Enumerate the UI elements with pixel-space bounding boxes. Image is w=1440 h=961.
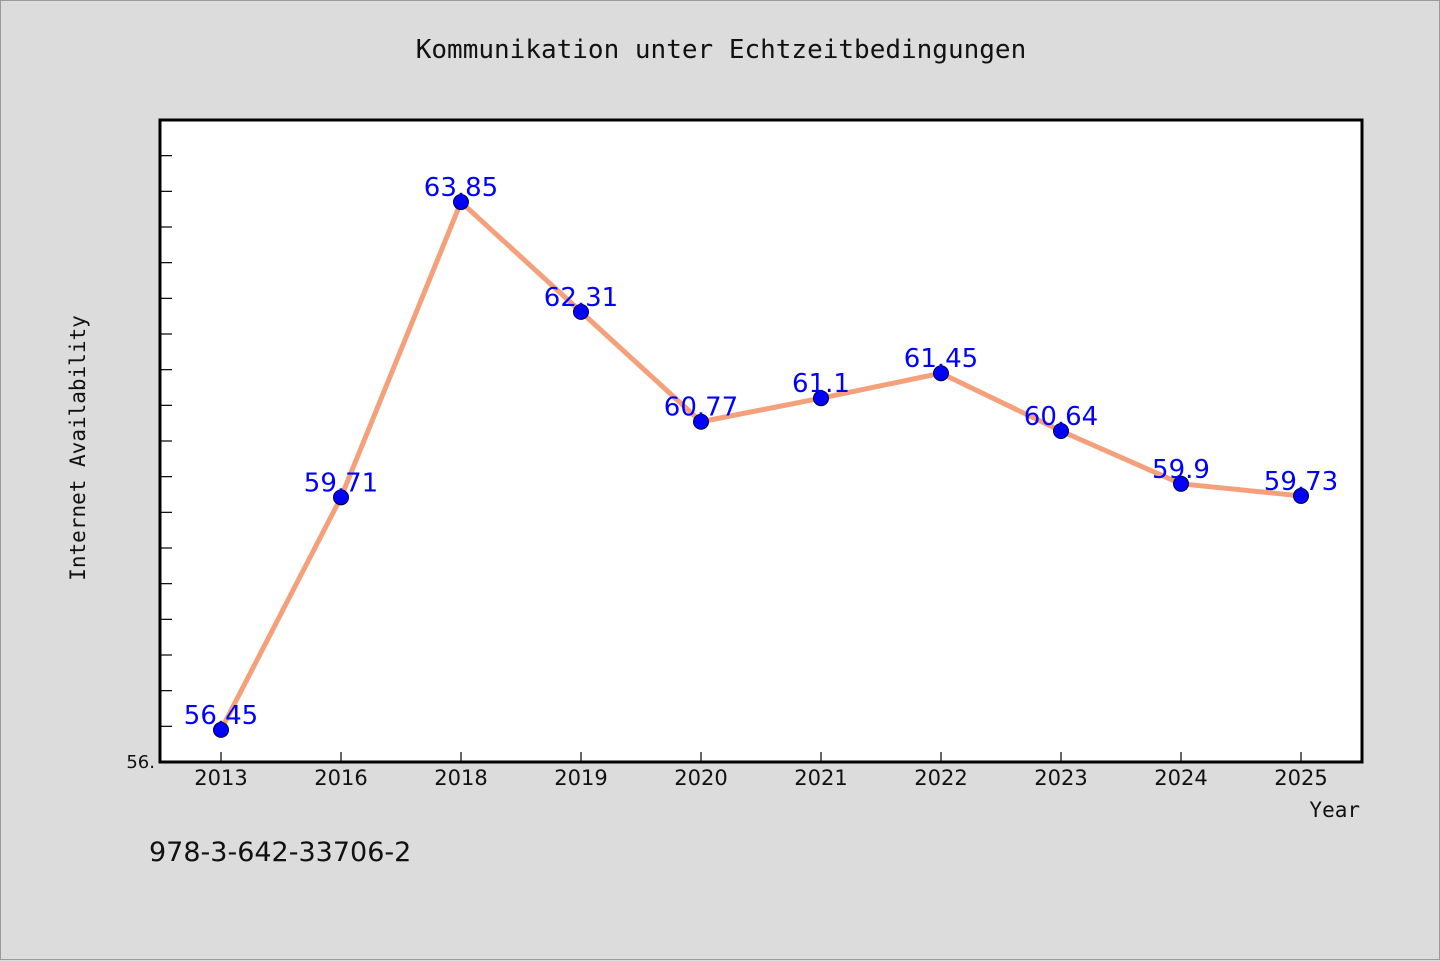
x-tick-label: 2020 [674,766,727,790]
y-tick-label: 56. [126,752,155,773]
y-axis-title: Internet Availability [66,315,90,581]
x-tick-label: 2019 [554,766,607,790]
data-label: 60.77 [664,393,738,423]
data-point [333,489,349,506]
data-markers [213,194,1309,738]
plot-frame [158,118,1364,764]
data-label: 59.73 [1264,467,1338,497]
data-point [453,194,469,211]
chart-title: Kommunikation unter Echtzeitbedingungen [415,35,1027,65]
data-label: 59.9 [1152,455,1210,485]
data-point [1173,475,1189,492]
x-tick-label: 2024 [1154,766,1207,790]
data-point [933,365,949,382]
x-tick-label: 2023 [1034,766,1087,790]
data-point [573,303,589,320]
data-label: 61.1 [792,369,850,399]
plot-area [160,120,1362,762]
x-tick-label: 2025 [1274,766,1327,790]
data-point [1293,487,1309,504]
footer-code: 978-3-642-33706-2 [149,837,412,868]
data-label: 60.64 [1024,402,1098,432]
data-label: 61.45 [904,344,978,374]
x-tick-label: 2021 [794,766,847,790]
x-tick-label: 2022 [914,766,967,790]
x-axis-title: Year [1309,798,1360,822]
data-point [693,413,709,430]
data-point [813,390,829,407]
data-point [213,721,229,738]
data-label: 59.71 [304,468,378,498]
x-tick-label: 2016 [314,766,367,790]
data-labels: 56.45 59.71 63.85 62.31 60.77 61.1 61.45 60.64 5… [184,173,1338,731]
data-label: 56.45 [184,701,258,731]
x-tick-label: 2018 [434,766,487,790]
data-label: 62.31 [544,283,618,313]
x-tick-labels: 2013 2016 2018 2019 2020 2021 2022 2023 2024 2025 [194,752,1328,790]
data-label: 63.85 [424,173,498,203]
series-line [218,199,1304,733]
data-point [1053,423,1069,440]
x-tick-label: 2013 [194,766,247,790]
